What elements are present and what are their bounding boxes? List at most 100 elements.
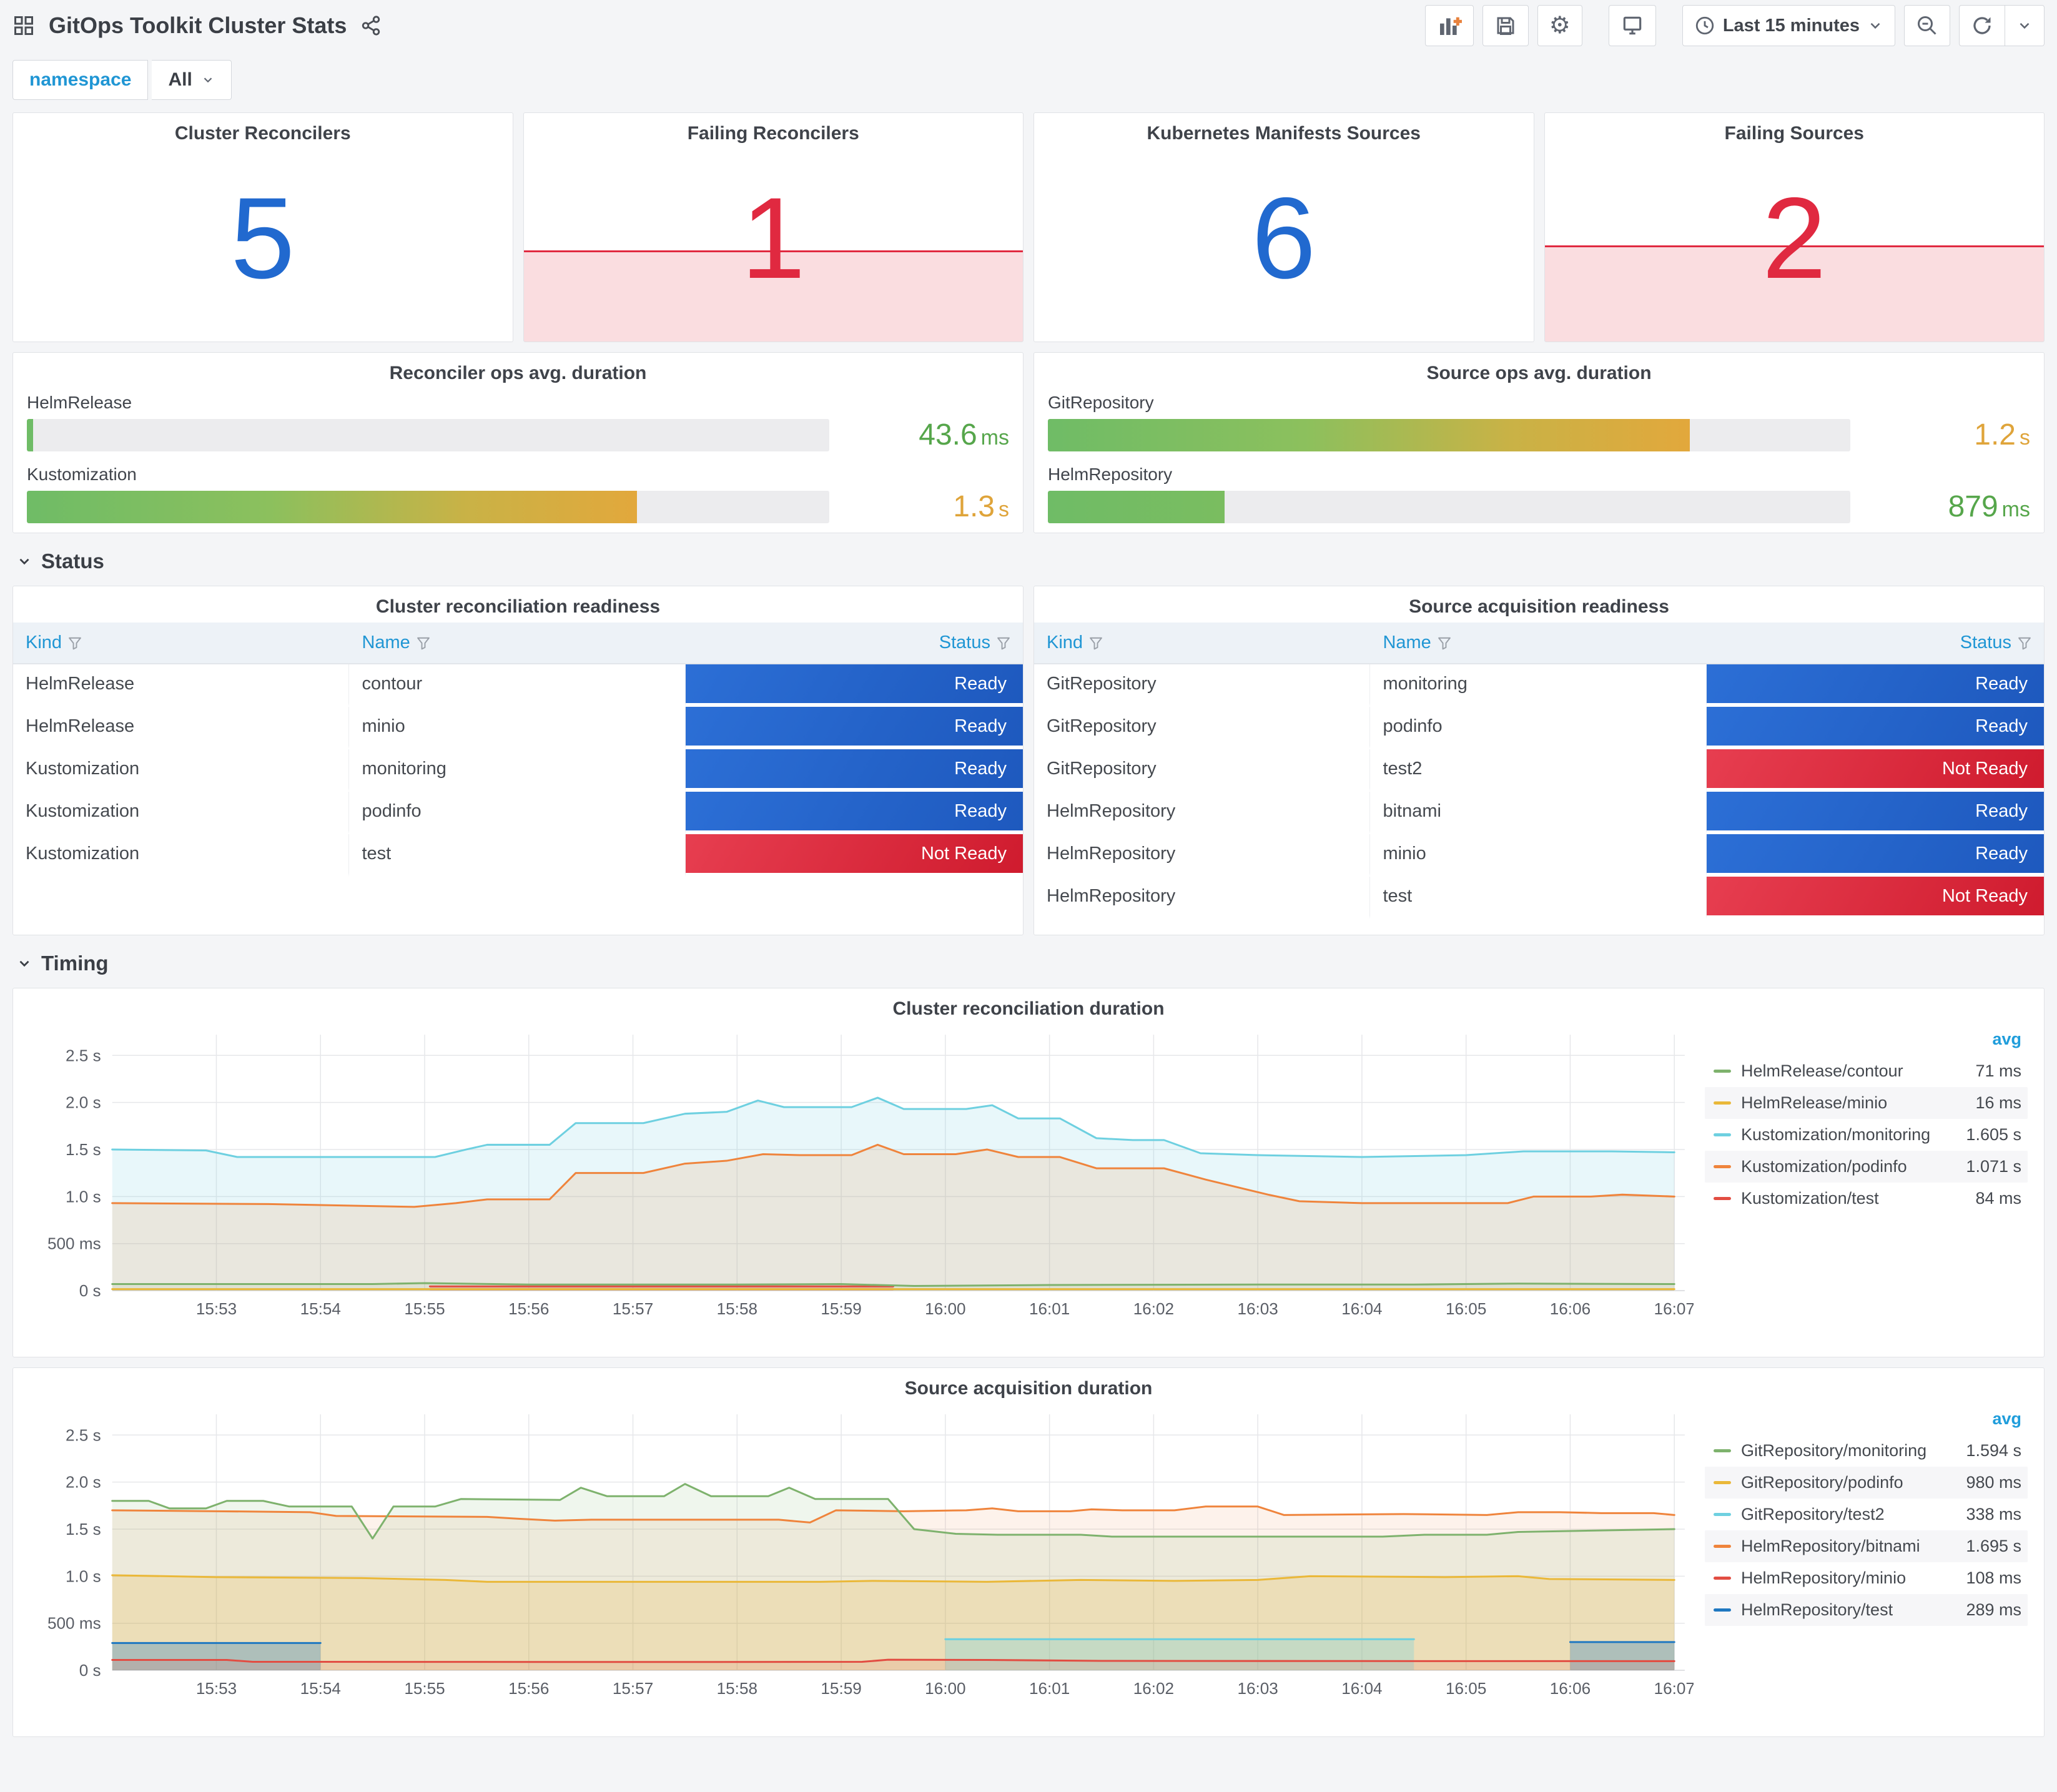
filter-icon[interactable] [1089,636,1103,650]
refresh-interval-dropdown[interactable] [2005,5,2045,46]
page-title: GitOps Toolkit Cluster Stats [49,12,347,38]
cell-name: test [1370,877,1707,919]
gauges-row: Reconciler ops avg. duration HelmRelease… [12,352,2045,533]
column-header-kind[interactable]: Kind [1034,623,1371,664]
section-status-label: Status [41,549,104,573]
legend-series-swatch [1714,1133,1731,1136]
cycle-view-button[interactable] [1608,5,1656,46]
filter-icon[interactable] [2018,636,2031,650]
refresh-button[interactable] [1959,5,2005,46]
panel-title[interactable]: Failing Sources [1724,123,1864,144]
legend-series-name[interactable]: Kustomization/test [1741,1189,1879,1208]
cell-name: test2 [1370,749,1707,792]
svg-text:15:53: 15:53 [196,1679,237,1698]
svg-text:15:54: 15:54 [300,1299,341,1318]
legend-series-avg: 289 ms [1966,1600,2021,1619]
panel-title[interactable]: Reconciler ops avg. duration [389,363,647,383]
add-panel-button[interactable] [1424,5,1474,46]
stat-sparkline-area [523,250,1023,342]
panel-failing-sources: Failing Sources 2 [1544,112,2045,342]
time-range-picker[interactable]: Last 15 minutes [1682,5,1895,46]
panel-title[interactable]: Cluster reconciliation duration [892,998,1165,1019]
column-header-status[interactable]: Status [1706,623,2044,664]
cell-kind: GitRepository [1034,664,1371,707]
table-row: GitRepository monitoring Ready [1034,664,2044,707]
gauge-helmrelease: HelmRelease 43.6 ms [27,393,1009,452]
legend-series-name[interactable]: HelmRepository/bitnami [1741,1537,1920,1555]
gauge-track [1048,490,1850,523]
legend-series-name[interactable]: HelmRepository/minio [1741,1568,1907,1587]
template-variables-row: namespace All [12,60,2045,100]
svg-text:2.0 s: 2.0 s [66,1473,101,1492]
svg-text:16:03: 16:03 [1237,1679,1278,1698]
legend-series-swatch [1714,1513,1731,1516]
legend-item: HelmRelease/minio 16 ms [1705,1087,2028,1119]
cell-name: minio [1370,834,1707,877]
timeseries-plot[interactable]: 0 s 500 ms 1.0 s 1.5 s 2.0 s 2.5 s 15:53 15:54 1… [23,1025,1695,1326]
section-timing[interactable]: Timing [16,952,2045,975]
gauge-value: 1.2 s [1974,418,2030,451]
table-row: GitRepository test2 Not Ready [1034,749,2044,792]
chart-legend: avg GitRepository/monitoring 1.594 s GitRep… [1694,1404,2034,1706]
zoom-out-time-button[interactable] [1904,5,1950,46]
panel-source-acquisition-readiness: Source acquisition readiness Kind Name Sta… [1033,586,2045,935]
legend-series-name[interactable]: HelmRelease/contour [1741,1061,1903,1080]
svg-text:15:59: 15:59 [821,1679,861,1698]
legend-series-name[interactable]: GitRepository/podinfo [1741,1473,1903,1492]
legend-series-avg: 84 ms [1975,1189,2021,1208]
table-row: Kustomization monitoring Ready [13,749,1023,792]
gauge-track [27,490,829,523]
panel-reconciler-ops-duration: Reconciler ops avg. duration HelmRelease… [12,352,1024,533]
panel-title[interactable]: Cluster Reconcilers [174,123,351,144]
column-header-name[interactable]: Name [1370,623,1707,664]
legend-series-name[interactable]: HelmRepository/test [1741,1600,1893,1619]
share-icon[interactable] [360,15,382,36]
timeseries-plot[interactable]: 0 s 500 ms 1.0 s 1.5 s 2.0 s 2.5 s 15:53 15:54 1… [23,1404,1695,1706]
panel-title[interactable]: Failing Reconcilers [687,123,859,144]
variable-namespace-value-dropdown[interactable]: All [152,60,232,100]
filter-icon[interactable] [997,636,1010,650]
legend-series-name[interactable]: HelmRelease/minio [1741,1093,1888,1112]
gauge-label: GitRepository [1048,393,1154,412]
svg-text:1.0 s: 1.0 s [66,1567,101,1585]
apps-dashboard-icon[interactable] [12,14,35,37]
filter-icon[interactable] [417,636,430,650]
chevron-down-icon [1870,22,1880,29]
legend-item: HelmRepository/minio 108 ms [1705,1562,2028,1594]
column-header-name[interactable]: Name [349,623,686,664]
column-header-kind[interactable]: Kind [13,623,350,664]
legend-series-name[interactable]: GitRepository/monitoring [1741,1441,1927,1460]
legend-item: GitRepository/monitoring 1.594 s [1705,1435,2028,1467]
svg-text:16:01: 16:01 [1029,1299,1070,1318]
column-header-status[interactable]: Status [685,623,1023,664]
panel-cluster-reconcilers: Cluster Reconcilers 5 [12,112,513,342]
table-row: HelmRepository test Not Ready [1034,877,2044,919]
chevron-down-icon [204,77,212,83]
svg-text:15:56: 15:56 [508,1679,549,1698]
dashboard-settings-button[interactable]: ⚙ [1537,5,1582,46]
filter-icon[interactable] [1438,636,1451,650]
svg-text:15:55: 15:55 [404,1679,445,1698]
panel-title[interactable]: Cluster reconciliation readiness [375,596,661,617]
legend-series-avg: 1.594 s [1966,1441,2021,1460]
cell-kind: GitRepository [1034,707,1371,749]
filter-icon[interactable] [68,636,82,650]
zoom-out-icon [1918,16,1936,35]
save-dashboard-button[interactable] [1482,5,1529,46]
panel-title[interactable]: Source ops avg. duration [1426,363,1652,383]
panel-title[interactable]: Source acquisition duration [904,1378,1153,1399]
legend-item: Kustomization/podinfo 1.071 s [1705,1151,2028,1183]
panel-title[interactable]: Source acquisition readiness [1409,596,1669,617]
cell-kind: HelmRepository [1034,792,1371,834]
legend-series-avg: 71 ms [1975,1061,2021,1080]
legend-series-name[interactable]: GitRepository/test2 [1741,1505,1885,1524]
section-status[interactable]: Status [16,549,2045,573]
panel-title[interactable]: Kubernetes Manifests Sources [1147,123,1421,144]
legend-series-name[interactable]: Kustomization/podinfo [1741,1157,1907,1176]
gauge-value: 43.6 ms [919,418,1009,451]
stat-value: 2 [1762,174,1827,303]
cell-name: monitoring [349,749,686,792]
status-badge: Ready [1706,664,2044,703]
legend-series-name[interactable]: Kustomization/monitoring [1741,1125,1931,1144]
